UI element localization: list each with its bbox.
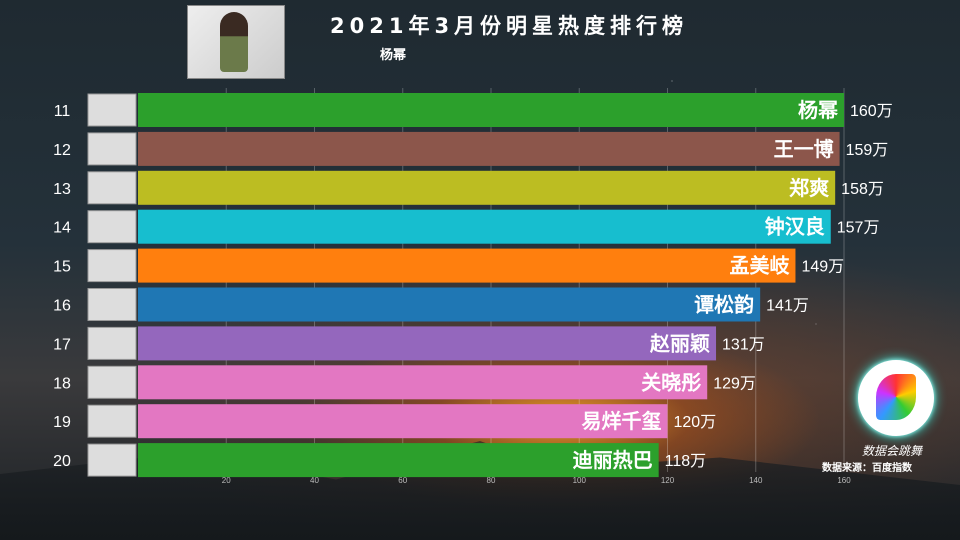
- avatar: [87, 249, 137, 283]
- bar-name-label: 赵丽颖: [649, 331, 710, 355]
- bar-name-label: 迪丽热巴: [573, 448, 653, 472]
- rank-label: 20: [53, 453, 71, 470]
- rank-label: 15: [53, 259, 71, 276]
- value-label: 157万: [837, 220, 880, 237]
- bar: [138, 287, 761, 322]
- avatar: [87, 93, 137, 127]
- value-label: 141万: [766, 298, 809, 315]
- avatar: [87, 326, 137, 360]
- chart-subtitle: 杨幂: [380, 48, 407, 63]
- bar: [138, 170, 836, 205]
- rank-label: 11: [54, 103, 71, 120]
- chart-title: 2021年3月份明星热度排行榜: [330, 14, 689, 38]
- bar: [138, 93, 844, 127]
- avatar: [87, 288, 137, 321]
- rank-label: 13: [53, 181, 71, 198]
- x-tick-label: 40: [310, 476, 319, 485]
- avatar: [87, 365, 137, 399]
- bar-name-label: 谭松韵: [694, 293, 754, 317]
- value-label: 159万: [846, 142, 889, 159]
- data-source: 数据来源：百度指数: [822, 463, 912, 474]
- value-label: 160万: [850, 103, 893, 120]
- leader-photo: [187, 5, 285, 79]
- x-tick-label: 20: [222, 476, 231, 485]
- rank-label: 19: [53, 414, 71, 431]
- bar: [138, 248, 796, 283]
- rank-label: 12: [53, 142, 71, 159]
- bar-name-label: 郑爽: [789, 176, 829, 200]
- bar: [138, 404, 668, 439]
- avatar: [87, 132, 137, 166]
- rank-label: 14: [53, 220, 71, 237]
- rank-label: 17: [53, 336, 71, 353]
- bar-name-label: 孟美岐: [729, 254, 789, 278]
- value-label: 118万: [665, 453, 707, 470]
- bar-name-label: 关晓彤: [641, 370, 701, 394]
- bar-name-label: 钟汉良: [765, 215, 825, 239]
- value-label: 131万: [722, 336, 765, 353]
- rank-label: 18: [53, 375, 71, 392]
- bar: [138, 443, 659, 478]
- brand-logo: [858, 360, 934, 436]
- value-label: 158万: [841, 181, 884, 198]
- bar-name-label: 易烊千玺: [582, 409, 662, 433]
- bar: [138, 131, 840, 166]
- brand-name: 数据会跳舞: [862, 444, 923, 458]
- bar-name-label: 王一博: [774, 137, 834, 161]
- bar: [138, 209, 831, 244]
- bar: [138, 326, 717, 361]
- bar-name-label: 杨幂: [798, 98, 839, 122]
- value-label: 149万: [801, 259, 844, 276]
- avatar: [87, 210, 137, 244]
- bar: [138, 365, 708, 400]
- value-label: 129万: [713, 375, 756, 392]
- avatar: [87, 404, 137, 438]
- x-tick-label: 140: [749, 476, 763, 485]
- x-tick-label: 80: [487, 476, 496, 485]
- x-tick-label: 60: [398, 476, 407, 485]
- avatar: [87, 443, 137, 477]
- rank-label: 16: [53, 298, 71, 315]
- x-tick-label: 160: [837, 476, 851, 485]
- value-label: 120万: [674, 414, 717, 431]
- avatar: [87, 171, 137, 205]
- x-tick-label: 120: [661, 476, 675, 485]
- x-tick-label: 100: [573, 476, 587, 485]
